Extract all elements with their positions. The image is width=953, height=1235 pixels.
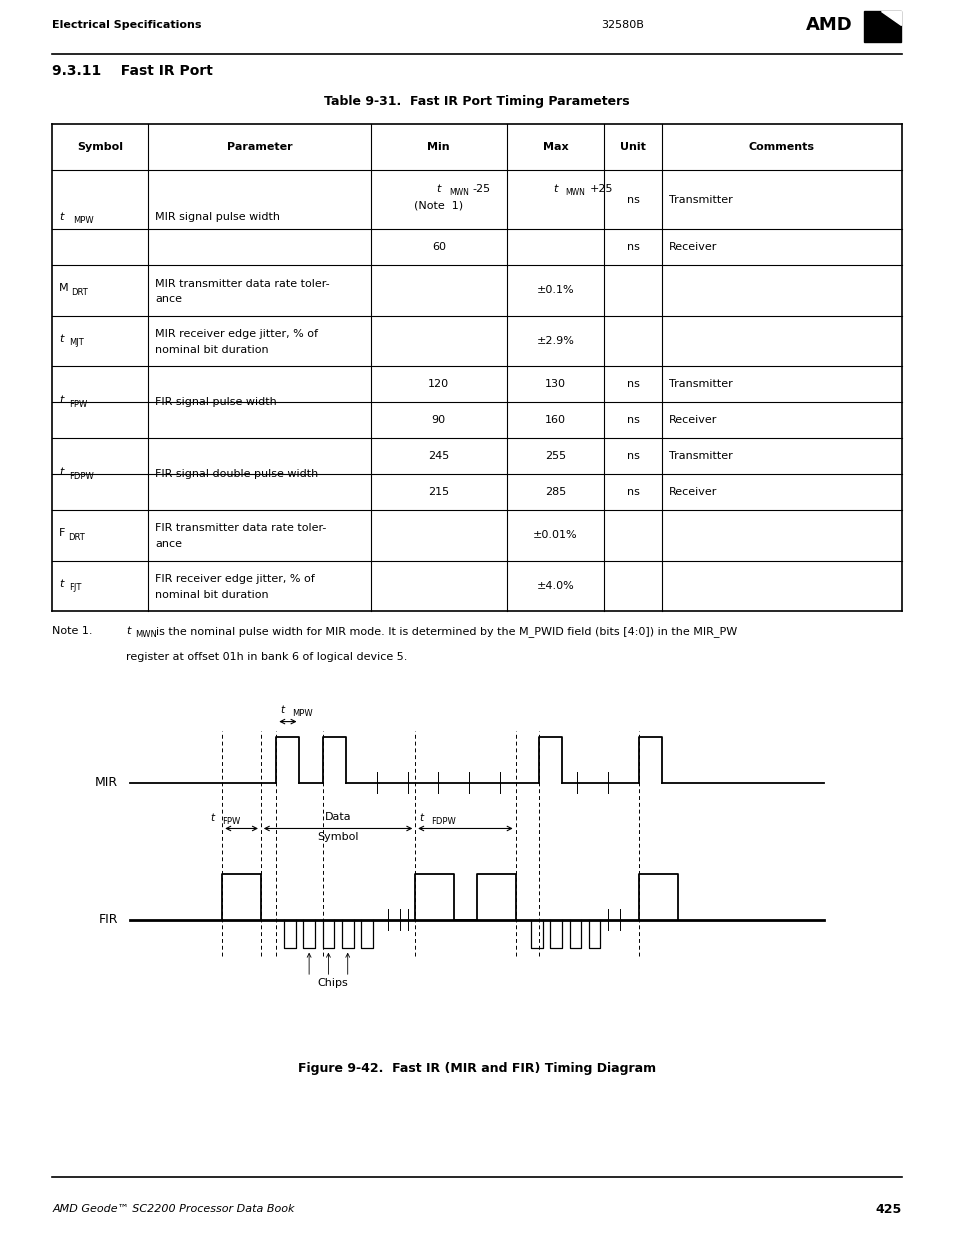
Text: Chips: Chips	[316, 978, 347, 988]
Text: 60: 60	[432, 242, 445, 252]
Text: MWN: MWN	[134, 630, 156, 638]
Text: AMD: AMD	[805, 16, 852, 35]
Text: FDPW: FDPW	[70, 472, 94, 480]
Text: Table 9-31.  Fast IR Port Timing Parameters: Table 9-31. Fast IR Port Timing Paramete…	[324, 95, 629, 109]
Text: Max: Max	[542, 142, 568, 152]
Text: t: t	[59, 467, 64, 477]
Text: Receiver: Receiver	[668, 415, 717, 425]
Text: Transmitter: Transmitter	[668, 451, 732, 461]
Text: +25: +25	[589, 184, 613, 194]
Text: ns: ns	[626, 487, 639, 496]
Text: 255: 255	[544, 451, 565, 461]
Text: ±0.01%: ±0.01%	[533, 530, 578, 540]
Text: t: t	[59, 579, 64, 589]
Text: ns: ns	[626, 379, 639, 389]
Text: MPW: MPW	[72, 216, 93, 225]
Text: t: t	[418, 814, 423, 824]
Text: t: t	[59, 212, 64, 222]
Text: nominal bit duration: nominal bit duration	[155, 590, 269, 600]
Text: Figure 9-42.  Fast IR (MIR and FIR) Timing Diagram: Figure 9-42. Fast IR (MIR and FIR) Timin…	[297, 1062, 656, 1074]
Text: t: t	[553, 184, 558, 194]
Text: Receiver: Receiver	[668, 242, 717, 252]
Text: 90: 90	[432, 415, 445, 425]
Text: FDPW: FDPW	[430, 816, 455, 826]
Text: t: t	[211, 814, 214, 824]
Text: t: t	[59, 333, 64, 345]
Text: Symbol: Symbol	[77, 142, 123, 152]
Text: ance: ance	[155, 540, 182, 550]
Text: AMD Geode™ SC2200 Processor Data Book: AMD Geode™ SC2200 Processor Data Book	[52, 1204, 294, 1214]
Text: FIR receiver edge jitter, % of: FIR receiver edge jitter, % of	[155, 574, 314, 584]
Text: t: t	[126, 626, 131, 636]
Text: Transmitter: Transmitter	[668, 195, 732, 205]
Text: DRT: DRT	[69, 532, 85, 542]
Text: MPW: MPW	[292, 709, 312, 718]
Text: 245: 245	[428, 451, 449, 461]
Text: F: F	[59, 529, 66, 538]
Text: 9.3.11    Fast IR Port: 9.3.11 Fast IR Port	[52, 64, 213, 78]
Text: Transmitter: Transmitter	[668, 379, 732, 389]
Text: Comments: Comments	[748, 142, 814, 152]
Text: 285: 285	[544, 487, 565, 496]
Text: DRT: DRT	[71, 288, 88, 296]
Text: MIR: MIR	[95, 777, 118, 789]
Text: MIR transmitter data rate toler-: MIR transmitter data rate toler-	[155, 279, 330, 289]
Text: MIR receiver edge jitter, % of: MIR receiver edge jitter, % of	[155, 330, 318, 340]
Bar	[863, 11, 900, 42]
Text: ±4.0%: ±4.0%	[537, 580, 574, 592]
Text: Symbol: Symbol	[317, 831, 358, 841]
Text: 215: 215	[428, 487, 449, 496]
Text: 425: 425	[874, 1203, 901, 1215]
Text: MWN: MWN	[565, 188, 585, 196]
Text: Note 1.: Note 1.	[52, 626, 92, 636]
Text: MJT: MJT	[70, 338, 84, 347]
Text: MIR signal pulse width: MIR signal pulse width	[155, 212, 280, 222]
Text: FJT: FJT	[70, 583, 82, 593]
Text: FIR signal double pulse width: FIR signal double pulse width	[155, 469, 318, 479]
Text: FPW: FPW	[222, 816, 240, 826]
Text: FPW: FPW	[70, 400, 88, 409]
Text: (Note  1): (Note 1)	[414, 200, 463, 210]
Text: ns: ns	[626, 415, 639, 425]
Text: 32580B: 32580B	[600, 20, 643, 30]
Text: Min: Min	[427, 142, 450, 152]
Text: 160: 160	[544, 415, 565, 425]
Text: ance: ance	[155, 294, 182, 304]
Text: ns: ns	[626, 451, 639, 461]
Text: FIR: FIR	[98, 913, 118, 926]
Text: t: t	[280, 705, 284, 715]
Text: t: t	[59, 395, 64, 405]
Text: -25: -25	[473, 184, 491, 194]
Text: ±2.9%: ±2.9%	[536, 336, 574, 346]
Text: ns: ns	[626, 195, 639, 205]
Text: is the nominal pulse width for MIR mode. It is determined by the M_PWID field (b: is the nominal pulse width for MIR mode.…	[156, 626, 737, 637]
Text: MWN: MWN	[449, 188, 468, 196]
Text: FIR signal pulse width: FIR signal pulse width	[155, 398, 276, 408]
Text: Unit: Unit	[619, 142, 645, 152]
Text: ±0.1%: ±0.1%	[537, 285, 574, 295]
Text: ns: ns	[626, 242, 639, 252]
Text: 120: 120	[428, 379, 449, 389]
Text: M: M	[59, 283, 69, 294]
Text: Electrical Specifications: Electrical Specifications	[52, 20, 202, 30]
Text: Data: Data	[324, 811, 351, 823]
Text: FIR transmitter data rate toler-: FIR transmitter data rate toler-	[155, 524, 326, 534]
Text: Parameter: Parameter	[227, 142, 293, 152]
Text: register at offset 01h in bank 6 of logical device 5.: register at offset 01h in bank 6 of logi…	[126, 652, 407, 662]
Text: 130: 130	[544, 379, 565, 389]
Text: nominal bit duration: nominal bit duration	[155, 345, 269, 354]
Polygon shape	[881, 11, 900, 25]
Text: t: t	[436, 184, 440, 194]
Text: Receiver: Receiver	[668, 487, 717, 496]
